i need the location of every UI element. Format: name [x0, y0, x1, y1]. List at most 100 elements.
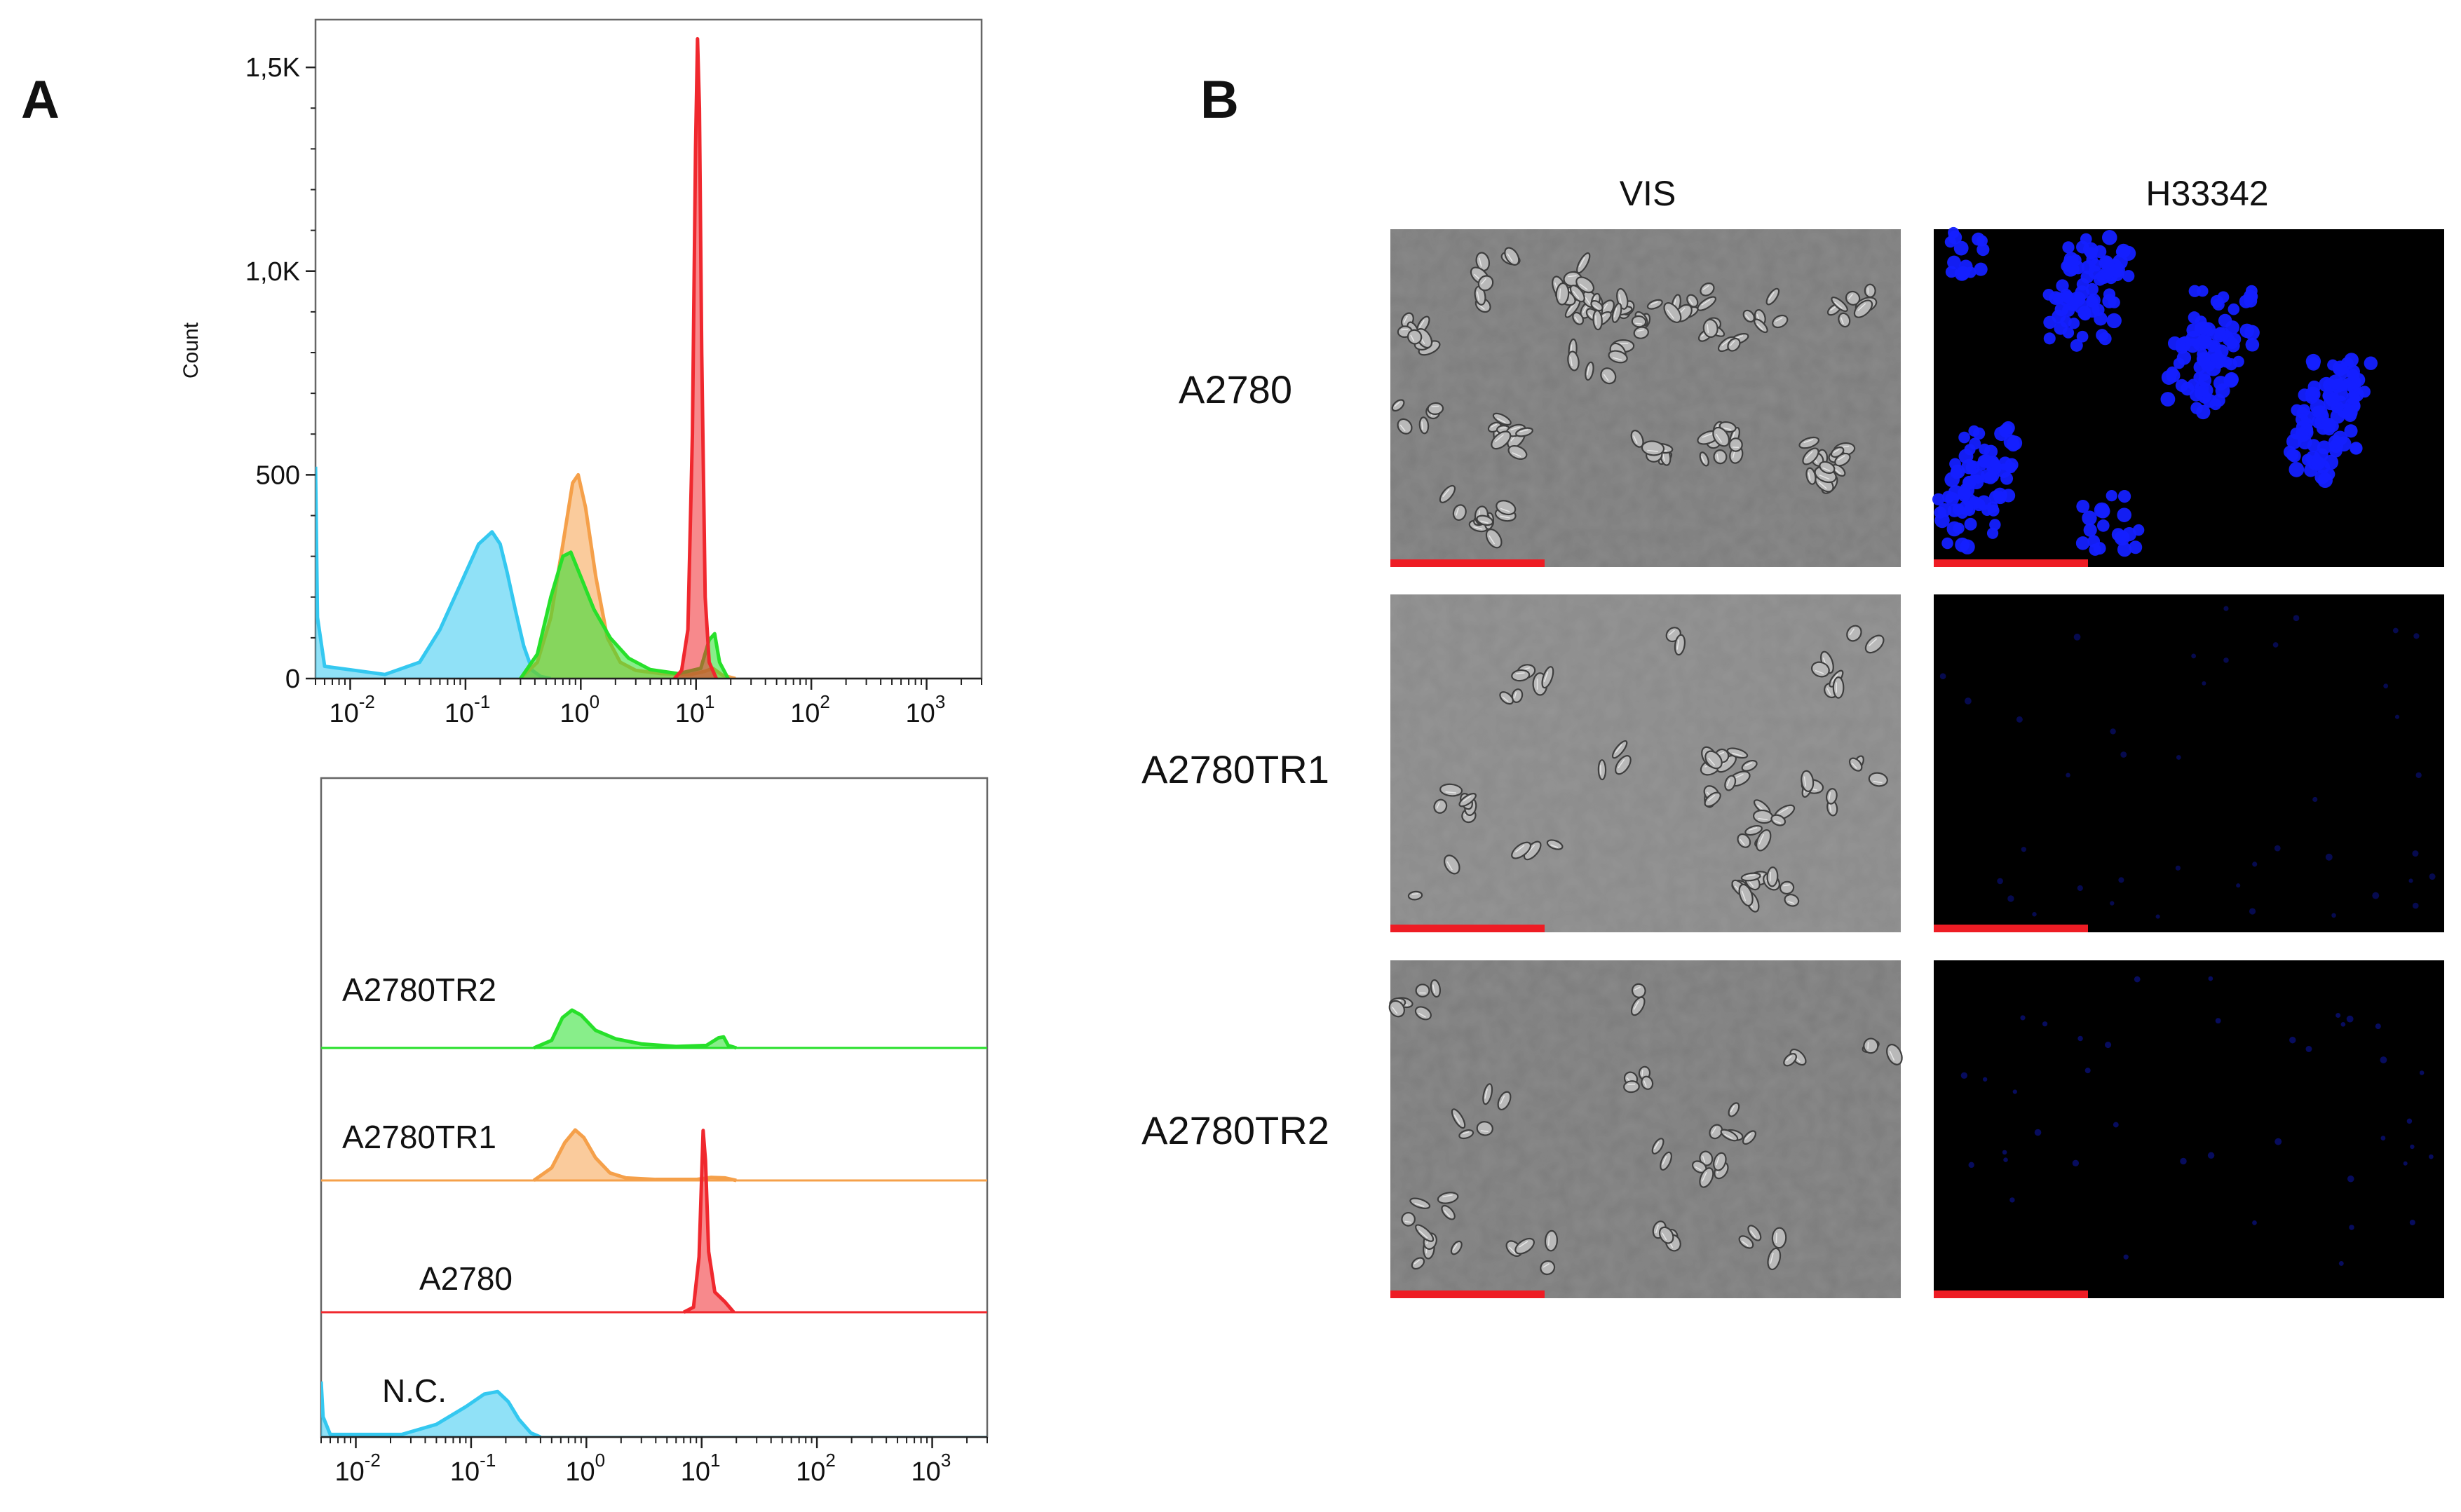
cell-highlight	[1668, 629, 1675, 636]
cell	[1450, 1240, 1463, 1255]
vis-image	[1388, 960, 1903, 1298]
y-tick-label: 1,5K	[245, 53, 300, 83]
cell-highlight	[1456, 508, 1459, 516]
x-tick-exponent: -1	[474, 691, 490, 712]
cell	[1801, 770, 1815, 793]
cell-highlight	[1585, 297, 1591, 305]
cell-highlight	[1815, 669, 1824, 674]
nucleus	[2089, 543, 2101, 556]
x-tick-exponent: 1	[705, 691, 714, 712]
cell-highlight	[1667, 309, 1674, 319]
cell-highlight	[1394, 401, 1400, 407]
x-tick-label: 10-1	[445, 691, 490, 728]
cell-highlight	[1783, 884, 1790, 887]
nucleus	[1987, 504, 2000, 517]
x-tick-base: 10	[445, 699, 474, 728]
cell-highlight	[1445, 791, 1457, 794]
nucleus	[2296, 428, 2309, 441]
cell	[1767, 1247, 1782, 1271]
cell-highlight	[1701, 299, 1711, 306]
cell	[1853, 299, 1873, 318]
cell-highlight	[1579, 283, 1588, 290]
nucleus	[1986, 527, 1999, 539]
row-header-a2780: A2780	[1179, 367, 1292, 411]
nucleus	[2003, 434, 2019, 450]
cell-highlight	[1418, 1012, 1426, 1018]
nucleus	[2312, 405, 2324, 418]
cell	[1555, 282, 1570, 306]
cell	[1738, 883, 1754, 907]
cell-highlight	[1462, 795, 1471, 802]
nucleus	[2002, 1150, 2007, 1155]
cell	[1772, 314, 1789, 329]
cell-highlight	[1480, 278, 1487, 285]
nucleus	[2106, 313, 2122, 329]
nucleus	[2375, 1023, 2381, 1030]
histogram-outline-tr1	[532, 1128, 737, 1183]
nucleus	[2383, 683, 2389, 689]
cell	[1451, 1108, 1466, 1129]
cell	[1433, 798, 1448, 814]
x-tick-label: 10-2	[329, 691, 374, 728]
label-a2780tr1: A2780TR1	[342, 1119, 496, 1155]
nucleus	[1987, 456, 2000, 468]
cell	[1663, 302, 1682, 323]
cell-highlight	[1635, 322, 1643, 325]
cell	[1415, 983, 1430, 997]
cell	[1623, 1080, 1640, 1094]
cell	[1496, 500, 1517, 516]
nucleus	[2218, 313, 2232, 328]
cell	[1401, 1211, 1416, 1227]
cell	[1391, 399, 1405, 412]
nucleus	[2117, 508, 2131, 522]
x-tick-exponent: 3	[941, 1450, 951, 1471]
x-tick-base: 10	[565, 1457, 595, 1487]
nucleus	[2075, 285, 2089, 300]
nucleus	[1953, 522, 1965, 534]
nucleus	[2071, 261, 2085, 275]
column-header-vis: VIS	[1620, 174, 1676, 213]
cell-highlight	[1716, 1156, 1720, 1166]
nucleus	[2070, 339, 2083, 352]
x-tick-base: 10	[560, 699, 589, 728]
cell	[1630, 430, 1644, 448]
nucleus	[2419, 1070, 2425, 1075]
nucleus	[2106, 489, 2117, 502]
cell	[1511, 688, 1524, 703]
nucleus	[2194, 322, 2206, 334]
nucleus	[2312, 796, 2318, 802]
cell-highlight	[1500, 1095, 1505, 1105]
nucleus	[2332, 360, 2348, 376]
nucleus	[2061, 304, 2075, 317]
cell	[1630, 996, 1646, 1016]
cell-highlight	[1729, 340, 1735, 346]
nucleus	[2032, 912, 2037, 917]
cell	[1641, 440, 1665, 456]
nucleus	[1968, 1162, 1974, 1169]
cell-highlight	[1452, 1244, 1458, 1251]
cell-highlight	[1662, 1232, 1667, 1241]
cell-highlight	[1830, 305, 1837, 311]
cell-highlight	[1803, 439, 1814, 444]
x-tick-base: 10	[681, 1457, 710, 1487]
nucleus	[2191, 653, 2197, 659]
histogram-fill-tr1	[534, 1130, 737, 1180]
cell	[1658, 1226, 1674, 1244]
cell	[1713, 1152, 1727, 1171]
nucleus	[1970, 468, 1986, 484]
nucleus	[1937, 503, 1952, 517]
panel-b-label: B	[1200, 70, 1239, 130]
cell	[1756, 829, 1772, 852]
nucleus	[1974, 262, 1988, 276]
cell	[1631, 983, 1646, 998]
cell	[1810, 661, 1830, 678]
x-tick-exponent: 3	[935, 691, 945, 712]
cell-highlight	[1444, 1210, 1451, 1218]
cell-highlight	[1500, 508, 1510, 512]
cell-highlight	[1514, 692, 1517, 699]
nucleus	[1932, 493, 1945, 506]
nucleus	[2062, 327, 2075, 339]
cell-highlight	[1618, 758, 1625, 768]
cell-highlight	[1519, 429, 1528, 433]
nucleus	[2340, 1021, 2346, 1027]
